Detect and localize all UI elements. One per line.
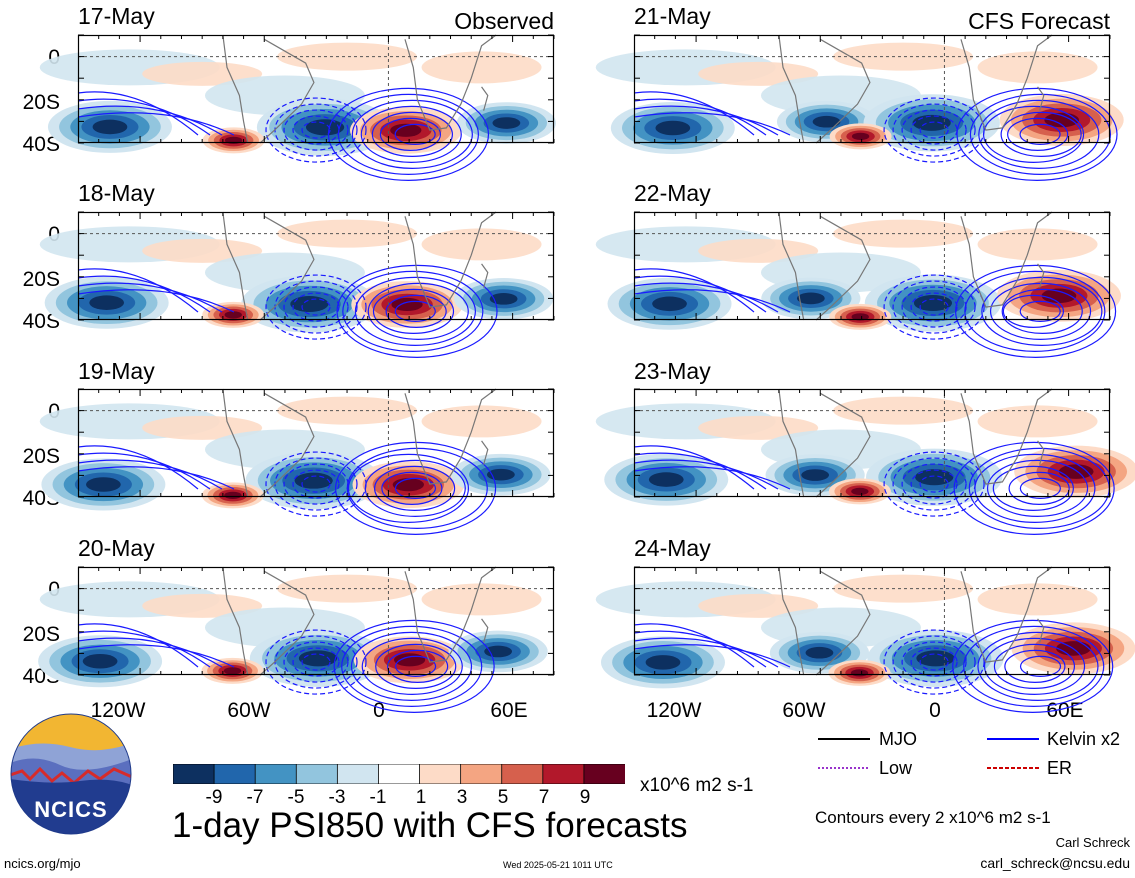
- colorbar-swatch: [336, 764, 380, 784]
- y-tick-0-row2: 0: [48, 223, 60, 246]
- colorbar-label-m1: -1: [369, 787, 387, 808]
- panel-title-24-may: 24-May: [634, 535, 711, 561]
- colorbar-swatch: [213, 764, 257, 784]
- panel-title-23-may: 23-May: [634, 358, 711, 384]
- panel-title-18-may: 18-May: [78, 180, 155, 206]
- y-tick-0-row3: 0: [48, 400, 60, 423]
- colorbar-swatch: [173, 764, 215, 784]
- main-title: 1-day PSI850 with CFS forecasts: [172, 806, 688, 845]
- x-tick-120w-right: 120W: [646, 699, 702, 722]
- colorbar-swatch: [295, 764, 339, 784]
- observed-label: Observed: [454, 8, 554, 34]
- map-panel-17-may: [39, 34, 556, 181]
- panel-title-17-may: 17-May: [78, 3, 155, 29]
- legend-label-er: ER: [1047, 758, 1073, 778]
- y-tick-20s-row1: 20S: [22, 91, 60, 114]
- legend-line-mjo: [818, 738, 870, 740]
- ncics-logo: NCICS: [10, 713, 132, 835]
- colorbar-swatch: [542, 764, 585, 784]
- legend-line-low: [818, 767, 870, 769]
- y-tick-20s-row2: 20S: [22, 268, 60, 291]
- panel-title-21-may: 21-May: [634, 3, 711, 29]
- colorbar-label-5: 5: [497, 787, 509, 808]
- y-tick-20s-row3: 20S: [22, 445, 60, 468]
- x-tick-0-left: 0: [373, 699, 385, 722]
- x-tick-0-right: 0: [929, 699, 941, 722]
- map-panel-18-may: [39, 211, 555, 358]
- map-panel-19-may: [39, 388, 555, 535]
- colorbar-label-m3: -3: [328, 787, 346, 808]
- panel-title-22-may: 22-May: [634, 180, 711, 206]
- credit-url: ncics.org/mjo: [4, 856, 81, 871]
- colorbar-label-9: 9: [579, 787, 591, 808]
- legend-label-kelvin: Kelvin x2: [1047, 729, 1121, 749]
- y-tick-40s-row1: 40S: [22, 133, 60, 156]
- panel-title-20-may: 20-May: [78, 535, 155, 561]
- legend-label-low: Low: [879, 758, 913, 778]
- colorbar-swatch: [583, 764, 625, 784]
- y-tick-0-row1: 0: [48, 46, 60, 69]
- panel-title-19-may: 19-May: [78, 358, 155, 384]
- map-panel-24-may: [595, 566, 1135, 713]
- y-tick-20s-row4: 20S: [22, 623, 60, 646]
- map-panel-21-may: [595, 34, 1124, 181]
- map-panel-20-may: [38, 566, 555, 713]
- x-tick-60e-right: 60E: [1046, 699, 1084, 722]
- colorbar-label-m7: -7: [246, 787, 264, 808]
- colorbar-swatch: [378, 764, 421, 784]
- colorbar-swatch: [419, 764, 462, 784]
- credit-email: carl_schreck@ncsu.edu: [980, 855, 1130, 871]
- cfs-forecast-label: CFS Forecast: [968, 8, 1110, 34]
- colorbar-label-7: 7: [538, 787, 550, 808]
- colorbar-label-m9: -9: [205, 787, 223, 808]
- y-tick-0-row4: 0: [48, 578, 60, 601]
- map-panel-23-may: [595, 388, 1135, 535]
- x-tick-120w-left: 120W: [90, 699, 146, 722]
- colorbar: [173, 764, 625, 784]
- units-label: x10^6 m2 s-1: [640, 775, 754, 796]
- legend-line-kelvin: [987, 738, 1039, 740]
- map-panel-22-may: [595, 211, 1121, 358]
- colorbar-label-3: 3: [456, 787, 468, 808]
- legend-label-mjo: MJO: [879, 729, 917, 749]
- ncics-logo-text: NCICS: [34, 797, 107, 822]
- x-tick-60w-left: 60W: [227, 699, 271, 722]
- credit-author: Carl Schreck: [1055, 835, 1130, 850]
- contour-note: Contours every 2 x10^6 m2 s-1: [815, 808, 1051, 827]
- colorbar-swatch: [254, 764, 298, 784]
- x-tick-60e-left: 60E: [490, 699, 528, 722]
- credit-timestamp: Wed 2025-05-21 1011 UTC: [503, 860, 613, 870]
- y-tick-40s-row2: 40S: [22, 310, 60, 333]
- colorbar-swatch: [460, 764, 503, 784]
- colorbar-label-m5: -5: [287, 787, 305, 808]
- x-tick-60w-right: 60W: [782, 699, 826, 722]
- colorbar-swatch: [501, 764, 544, 784]
- legend-line-er: [987, 767, 1039, 769]
- colorbar-label-1: 1: [415, 787, 427, 808]
